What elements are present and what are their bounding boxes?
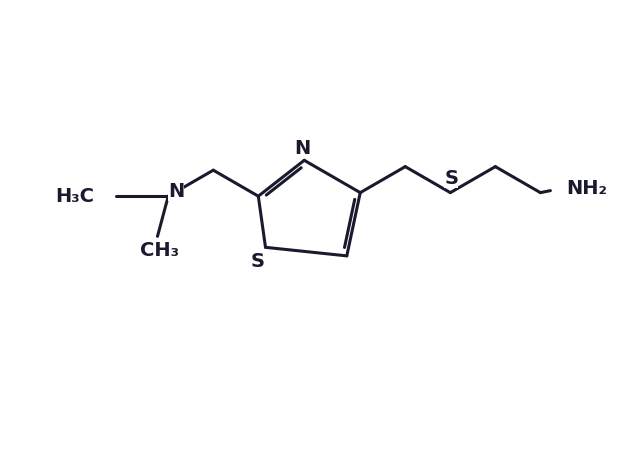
Text: N: N bbox=[168, 182, 184, 201]
Text: CH₃: CH₃ bbox=[140, 241, 179, 260]
Text: N: N bbox=[294, 139, 310, 158]
Text: S: S bbox=[250, 252, 264, 271]
Text: H₃C: H₃C bbox=[55, 187, 94, 206]
Text: S: S bbox=[444, 169, 458, 188]
Text: NH₂: NH₂ bbox=[566, 179, 607, 198]
